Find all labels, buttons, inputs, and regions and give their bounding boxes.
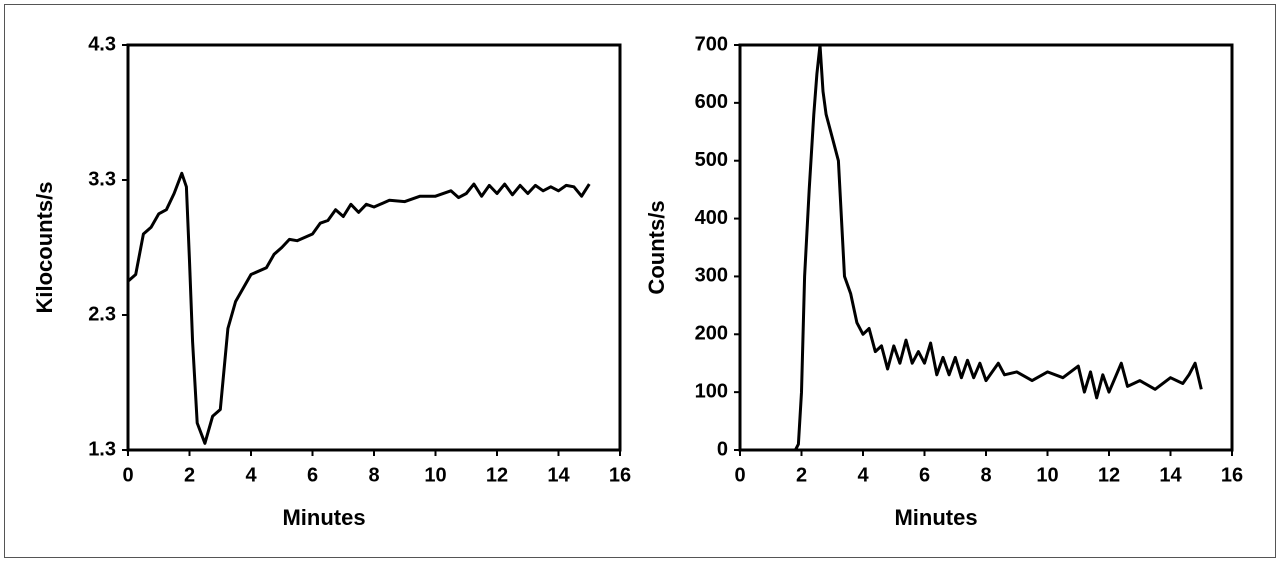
data-line: [127, 171, 591, 445]
y-tick-label: 0: [717, 438, 728, 460]
x-tick-label: 4: [245, 464, 257, 486]
y-axis-label: Kilocounts/s: [32, 181, 57, 313]
x-tick-label: 2: [184, 464, 195, 486]
y-tick-label: 500: [695, 149, 728, 171]
x-tick-label: 10: [424, 464, 446, 486]
y-tick-label: 4.3: [88, 33, 116, 55]
plot-area: [126, 43, 622, 452]
x-tick-label: 2: [796, 464, 807, 486]
y-tick-label: 1.3: [88, 438, 116, 460]
data-line: [740, 43, 1203, 452]
x-tick-label: 16: [609, 464, 631, 486]
x-tick-label: 12: [1098, 464, 1120, 486]
y-tick-label: 400: [695, 207, 728, 229]
y-tick-label: 600: [695, 91, 728, 113]
x-tick-label: 6: [307, 464, 318, 486]
x-axis-label: Minutes: [894, 505, 977, 530]
x-tick-label: 14: [547, 464, 570, 486]
x-tick-label: 10: [1036, 464, 1058, 486]
y-tick-label: 2.3: [88, 303, 116, 325]
x-tick-label: 0: [122, 464, 133, 486]
y-tick-label: 700: [695, 33, 728, 55]
x-tick-label: 0: [734, 464, 745, 486]
y-tick-label: 3.3: [88, 168, 116, 190]
x-axis-label: Minutes: [282, 505, 365, 530]
frame: [4, 4, 1276, 558]
y-tick-label: 200: [695, 323, 728, 345]
y-tick-label: 300: [695, 265, 728, 287]
x-tick-label: 8: [980, 464, 991, 486]
x-tick-label: 16: [1221, 464, 1243, 486]
x-tick-label: 14: [1159, 464, 1182, 486]
y-tick-label: 100: [695, 380, 728, 402]
x-tick-label: 12: [486, 464, 508, 486]
y-axis-label: Counts/s: [644, 200, 669, 294]
x-tick-label: 8: [368, 464, 379, 486]
x-tick-label: 4: [857, 464, 869, 486]
x-tick-label: 6: [919, 464, 930, 486]
